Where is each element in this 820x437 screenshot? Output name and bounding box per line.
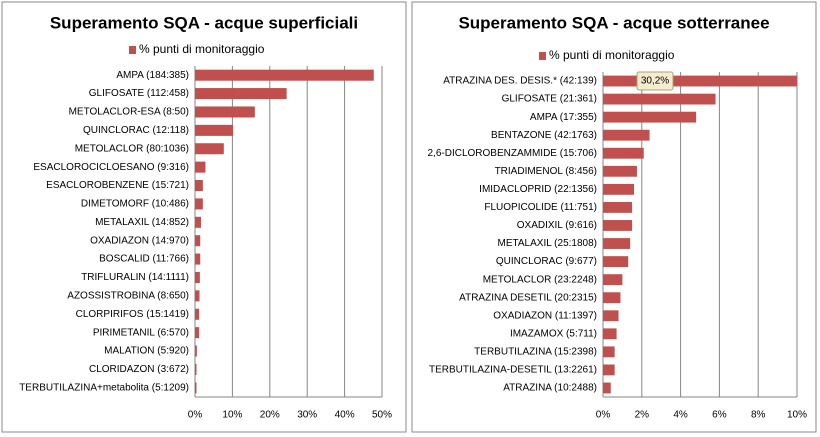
bar	[603, 346, 615, 358]
y-tick-label: QUINCLORAC (9:677)	[496, 256, 597, 267]
bar	[195, 382, 197, 394]
y-tick-label: TERBUTILAZINA+metabolita (5:1209)	[19, 382, 189, 393]
bar	[195, 216, 201, 228]
y-tick-label: METOLACLOR (23:2248)	[483, 274, 597, 285]
bar	[603, 165, 637, 177]
bar	[603, 220, 633, 231]
bars	[603, 75, 797, 394]
x-tick-label: 0%	[596, 410, 611, 421]
legend-label: % punti di monitoraggio	[139, 42, 265, 56]
y-tick-label: TERBUTILAZINA-DESETIL (13:2261)	[429, 365, 597, 376]
bar	[603, 274, 623, 286]
y-tick-label: TERBUTILAZINA (15:2398)	[474, 347, 597, 358]
y-tick-label: IMAZAMOX (5:711)	[510, 328, 597, 339]
bar	[603, 328, 617, 340]
x-tick-label: 20%	[260, 410, 280, 421]
y-tick-label: GLIFOSATE (21:361)	[502, 94, 597, 105]
y-tick-label: OXADIAZON (11:1397)	[493, 310, 597, 321]
bar	[195, 363, 197, 375]
y-tick-label: OXADIXIL (9:616)	[517, 220, 597, 231]
legend-swatch	[129, 46, 136, 54]
data-label-box	[636, 71, 674, 91]
y-tick-label: FLUOPICOLIDE (11:751)	[484, 202, 597, 213]
y-tick-label: METALAXIL (25:1808)	[498, 238, 598, 249]
bar	[603, 292, 621, 304]
bar	[603, 202, 633, 213]
y-tick-label: AMPA (184:385)	[116, 70, 189, 81]
x-tick-label: 2%	[635, 410, 650, 421]
y-tick-label: GLIFOSATE (112:458)	[89, 88, 189, 99]
y-tick-label: OXADIAZON (14:970)	[90, 235, 189, 246]
bar	[603, 256, 629, 267]
panel-frame	[1, 1, 407, 433]
bar	[603, 382, 611, 394]
bars	[195, 69, 374, 394]
bar	[603, 111, 697, 123]
bar	[195, 290, 200, 302]
y-tick-label: TRIFLURALIN (14:1111)	[81, 272, 189, 283]
bar	[603, 310, 619, 322]
y-tick-label: IMIDACLOPRID (22:1356)	[479, 184, 597, 195]
bar	[195, 124, 234, 136]
y-tick-label: ESACLOROCICLOESANO (9:316)	[33, 162, 189, 173]
data-label: 30,2%	[641, 76, 669, 87]
bar	[195, 198, 203, 210]
y-tick-label: METOLACLOR-ESA (8:50)	[69, 107, 189, 118]
x-tick-label: 10%	[787, 410, 807, 421]
bar	[195, 253, 201, 265]
bar	[603, 75, 797, 87]
chart-title: Superamento SQA - acque sotterranee	[458, 13, 769, 32]
bar	[603, 93, 716, 105]
bar	[603, 147, 644, 159]
y-tick-label: ATRAZINA DES. DESIS.* (42:139)	[443, 76, 597, 87]
x-tick-label: 40%	[335, 410, 355, 421]
bar	[195, 161, 206, 173]
y-tick-label: BOSCALID (11:766)	[99, 254, 189, 265]
x-tick-label: 8%	[751, 410, 766, 421]
x-tick-label: 0%	[188, 410, 203, 421]
y-tick-label: CLORIDAZON (3:672)	[89, 364, 189, 375]
x-tick-label: 4%	[673, 410, 688, 421]
bar	[195, 180, 203, 192]
y-tick-label: ATRAZINA (10:2488)	[503, 383, 597, 394]
panel-frame	[411, 1, 817, 433]
bar	[195, 143, 224, 155]
bar	[195, 69, 374, 81]
bar	[195, 308, 200, 320]
y-tick-label: ESACLOROBENZENE (15:721)	[46, 180, 189, 191]
x-tick-label: 10%	[222, 410, 242, 421]
bar	[603, 183, 635, 195]
bar	[195, 88, 287, 100]
bar	[603, 238, 631, 249]
y-tick-label: BENTAZONE (42:1763)	[491, 130, 597, 141]
y-tick-label: AZOSSISTROBINA (8:650)	[67, 291, 189, 302]
y-tick-label: AMPA (17:355)	[530, 112, 597, 123]
y-tick-label: TRIADIMENOL (8:456)	[495, 166, 597, 177]
y-tick-label: CLORPIRIFOS (15:1419)	[76, 309, 189, 320]
legend-swatch	[539, 52, 546, 60]
y-tick-label: METOLACLOR (80:1036)	[75, 143, 189, 154]
y-tick-label: PIRIMETANIL (6:570)	[93, 327, 189, 338]
y-tick-label: METALAXIL (14:852)	[95, 217, 189, 228]
y-tick-label: QUINCLORAC (12:118)	[83, 125, 189, 136]
y-tick-label: DIMETOMORF (10:486)	[81, 199, 189, 210]
legend-label: % punti di monitoraggio	[549, 48, 675, 62]
bar	[195, 235, 201, 247]
bar	[603, 364, 615, 376]
y-tick-label: ATRAZINA DESETIL (20:2315)	[459, 292, 597, 303]
chart-title: Superamento SQA - acque superficiali	[50, 13, 358, 32]
bar	[195, 327, 200, 339]
bar	[195, 106, 255, 118]
bar	[195, 271, 200, 283]
y-tick-label: 2,6-DICLOROBENZAMMIDE (15:706)	[428, 148, 598, 159]
x-tick-label: 6%	[712, 410, 727, 421]
x-tick-label: 50%	[372, 410, 392, 421]
x-tick-label: 30%	[297, 410, 317, 421]
y-tick-label: MALATION (5:920)	[104, 346, 189, 357]
bar	[195, 345, 197, 357]
bar	[603, 129, 650, 141]
